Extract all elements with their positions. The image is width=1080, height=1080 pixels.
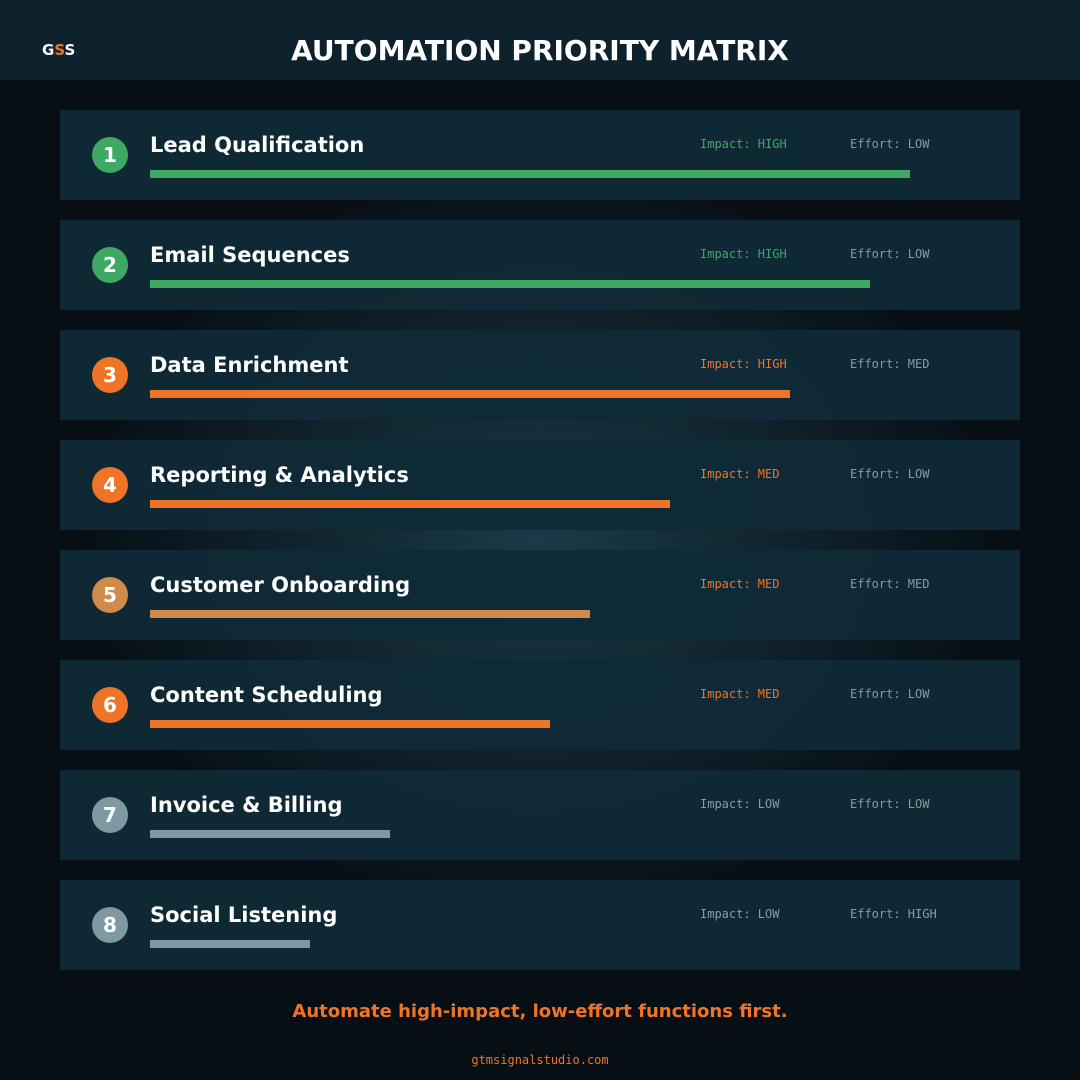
score-bar [150,610,590,618]
effort-label: Effort: MED [850,357,929,371]
rank-badge [92,467,128,503]
rank-badge [92,687,128,723]
impact-label: Impact: HIGH [700,357,787,371]
rank-number: 1 [103,143,117,167]
impact-label: Impact: MED [700,687,779,701]
score-bar [150,280,870,288]
row-card [60,220,1020,310]
score-bar [150,390,790,398]
effort-label: Effort: LOW [850,797,930,811]
impact-label: Impact: MED [700,467,779,481]
row-card [60,880,1020,970]
logo-letter: G [42,41,54,59]
row-name: Lead Qualification [150,133,364,157]
effort-label: Effort: HIGH [850,907,937,921]
row-card [60,770,1020,860]
rank-number: 5 [103,583,117,607]
score-bar [150,940,310,948]
row-card [60,110,1020,200]
row-name: Content Scheduling [150,683,383,707]
title: AUTOMATION PRIORITY MATRIX [291,34,789,67]
row-name: Email Sequences [150,243,350,267]
effort-label: Effort: LOW [850,467,930,481]
rows: 1 Lead Qualification Impact: HIGH Effort: L… [60,110,1020,970]
row-card [60,660,1020,750]
effort-label: Effort: LOW [850,687,930,701]
impact-label: Impact: HIGH [700,137,787,151]
row-name: Customer Onboarding [150,573,410,597]
rank-number: 8 [103,913,117,937]
rank-badge [92,137,128,173]
score-bar [150,170,910,178]
row-card [60,550,1020,640]
footer-url: gtmsignalstudio.com [471,1053,608,1067]
row-card [60,330,1020,420]
effort-label: Effort: MED [850,577,929,591]
tagline: Automate high-impact, low-effort functio… [292,1001,787,1022]
row-name: Reporting & Analytics [150,463,409,487]
score-bar [150,720,550,728]
rank-number: 2 [103,253,117,277]
rank-number: 3 [103,363,117,387]
rank-badge [92,357,128,393]
rank-badge [92,797,128,833]
row-name: Invoice & Billing [150,793,343,817]
impact-label: Impact: HIGH [700,247,787,261]
rank-number: 4 [103,473,117,497]
rank-number: 6 [103,693,117,717]
logo: GSS [42,41,75,59]
impact-label: Impact: LOW [700,907,780,921]
impact-label: Impact: MED [700,577,779,591]
rank-number: 7 [103,803,117,827]
row-name: Data Enrichment [150,353,349,377]
logo-letter: S [54,41,64,59]
rank-badge [92,247,128,283]
row-card [60,440,1020,530]
score-bar [150,500,670,508]
effort-label: Effort: LOW [850,247,930,261]
rank-badge [92,577,128,613]
score-bar [150,830,390,838]
rank-badge [92,907,128,943]
effort-label: Effort: LOW [850,137,930,151]
row-name: Social Listening [150,903,337,927]
header-bar [0,0,1080,80]
impact-label: Impact: LOW [700,797,780,811]
logo-letter: S [64,41,75,59]
